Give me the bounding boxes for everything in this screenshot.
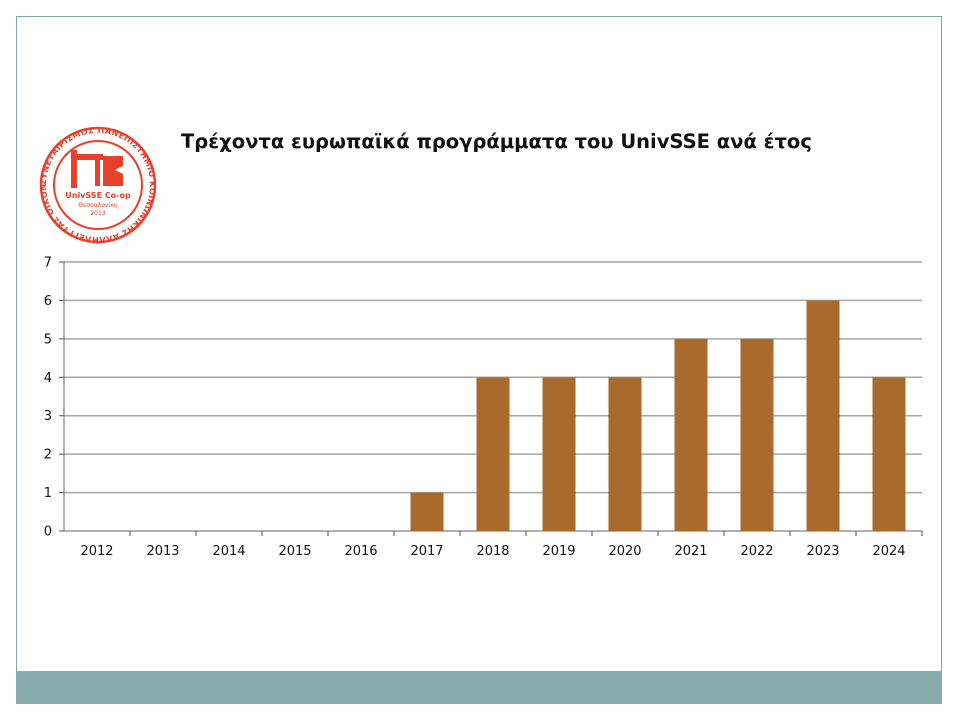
x-tick-label: 2017 (410, 544, 443, 559)
seal-year: 2013 (90, 210, 105, 217)
y-tick-label: 0 (44, 525, 52, 540)
bar-2022 (740, 338, 774, 531)
bar-2024 (872, 377, 906, 531)
bar-2020 (608, 377, 642, 531)
y-tick-label: 3 (44, 409, 52, 424)
bar-2021 (674, 338, 708, 531)
x-tick-label: 2021 (674, 544, 707, 559)
bar-2019 (542, 377, 576, 531)
x-tick-label: 2014 (212, 544, 245, 559)
slide-frame (16, 16, 942, 702)
x-tick-label: 2020 (608, 544, 641, 559)
seal-city: Θεσσαλονίκη (78, 202, 118, 209)
x-tick-label: 2013 (146, 544, 179, 559)
slide-title: Τρέχοντα ευρωπαϊκά προγράμματα του UnivS… (181, 130, 812, 153)
x-tick-label: 2019 (542, 544, 575, 559)
y-tick-label: 7 (44, 256, 52, 271)
seal-icon: ΣΥΝΕΤΑΙΡΙΣΜΟΣ ΠΑΝΕΠΙΣΤΗΜΙΟ ΚΟΙΝΩΝΙΚΗΣ ΑΛ… (27, 126, 157, 244)
x-tick-label: 2016 (344, 544, 377, 559)
x-tick-label: 2024 (872, 544, 905, 559)
seal-name: UnivSSE Co-op (65, 191, 131, 200)
bar-2017 (410, 492, 444, 531)
x-tick-label: 2022 (740, 544, 773, 559)
univsse-logo-seal: ΣΥΝΕΤΑΙΡΙΣΜΟΣ ΠΑΝΕΠΙΣΤΗΜΙΟ ΚΟΙΝΩΝΙΚΗΣ ΑΛ… (27, 126, 169, 244)
y-tick-label: 6 (44, 294, 52, 309)
y-tick-label: 5 (44, 332, 52, 347)
y-tick-label: 2 (44, 448, 52, 463)
x-tick-label: 2012 (80, 544, 113, 559)
x-tick-label: 2018 (476, 544, 509, 559)
x-tick-label: 2015 (278, 544, 311, 559)
y-tick-label: 4 (44, 371, 52, 386)
bar-2023 (806, 300, 840, 531)
bar-2018 (476, 377, 510, 531)
footer-bar (16, 671, 942, 704)
x-tick-label: 2023 (806, 544, 839, 559)
y-tick-label: 1 (44, 486, 52, 501)
